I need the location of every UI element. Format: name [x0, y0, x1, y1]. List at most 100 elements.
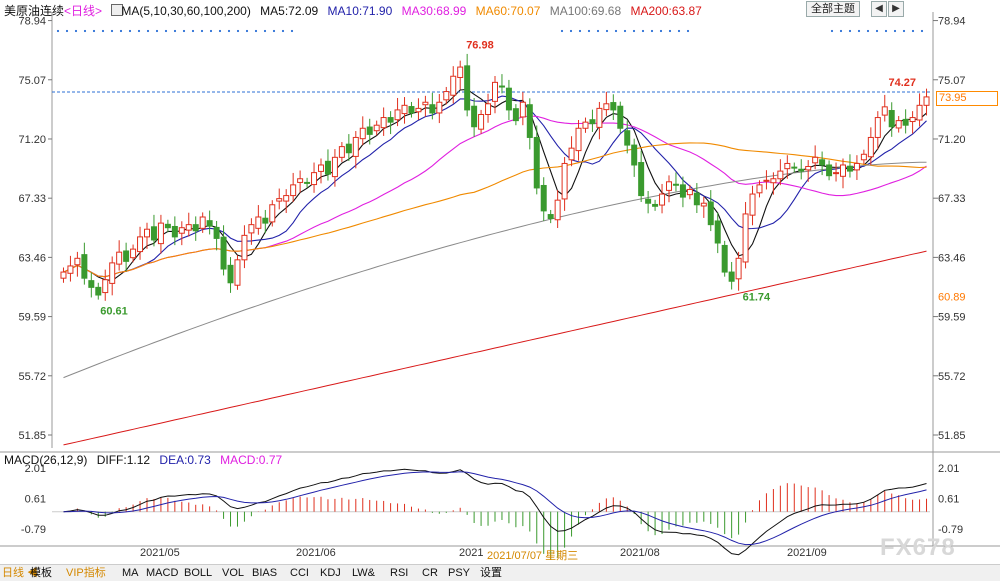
- macd-dea-line: [63, 471, 927, 546]
- macd-title: MACD(26,12,9): [4, 453, 88, 467]
- candle-body: [659, 193, 666, 206]
- candle-body: [311, 172, 318, 186]
- candle-body: [819, 159, 826, 166]
- tab-boll[interactable]: BOLL: [184, 567, 213, 579]
- watermark-logo: FX678: [880, 534, 956, 561]
- event-dot: [200, 29, 204, 33]
- price-label-right: 78.94: [938, 16, 966, 28]
- event-dot: [110, 29, 114, 33]
- candle-body: [283, 195, 290, 202]
- candle-body: [589, 119, 596, 125]
- candle-body: [554, 199, 561, 221]
- tab-cr[interactable]: CR: [422, 567, 438, 579]
- x-label-sep: 2021/09: [787, 547, 827, 559]
- candle-body: [331, 156, 338, 178]
- candle-body: [262, 217, 269, 224]
- tab-rsi[interactable]: RSI: [390, 567, 409, 579]
- event-dot: [902, 29, 906, 33]
- candle-body: [304, 181, 311, 184]
- candle-body: [380, 117, 387, 129]
- candle-body: [700, 202, 707, 207]
- candle-body: [826, 164, 833, 177]
- chart-grid: [0, 12, 1000, 547]
- candle-body: [777, 170, 784, 180]
- candle-body: [575, 127, 582, 152]
- event-dot: [227, 29, 231, 33]
- candle-body: [192, 224, 199, 232]
- event-dot: [272, 29, 276, 33]
- event-dot: [182, 29, 186, 33]
- tab-period[interactable]: 日线 ◀: [2, 567, 39, 579]
- ma-params: MA(5,10,30,60,100,200): [121, 4, 251, 18]
- candle-body: [366, 126, 373, 135]
- event-dot: [596, 29, 600, 33]
- candle-body: [721, 244, 728, 273]
- tab-ma[interactable]: MA: [122, 567, 139, 579]
- candle-body: [840, 164, 846, 177]
- candle-body: [860, 153, 867, 161]
- event-dot: [146, 29, 150, 33]
- event-dot: [641, 29, 645, 33]
- event-dot: [236, 29, 240, 33]
- ma200-tag: 60.89: [938, 292, 966, 304]
- tab-vol[interactable]: VOL: [222, 567, 245, 579]
- tab-vip[interactable]: VIP指标: [66, 567, 106, 579]
- event-dot: [839, 29, 843, 33]
- candle-body: [547, 214, 554, 220]
- tab-bias[interactable]: BIAS: [252, 567, 278, 579]
- tab-macd[interactable]: MACD: [146, 567, 179, 579]
- event-dot: [893, 29, 897, 33]
- candle-body: [498, 85, 505, 88]
- theme-select-button[interactable]: 全部主题: [806, 1, 860, 17]
- candle-body: [505, 87, 512, 111]
- nav-right-button[interactable]: ▶: [888, 1, 904, 17]
- candle-body: [276, 198, 283, 202]
- nav-left-button[interactable]: ◀: [871, 1, 887, 17]
- price-label-right: 75.07: [938, 75, 966, 87]
- candle-body: [373, 124, 380, 132]
- event-dot: [605, 29, 609, 33]
- candle-body: [631, 144, 638, 166]
- candle-body: [359, 127, 366, 140]
- candle-body: [471, 105, 478, 128]
- candle-body: [638, 162, 645, 197]
- candle-body: [220, 236, 227, 270]
- candle-body: [853, 162, 860, 171]
- candle-body: [478, 113, 485, 130]
- macd-diff: DIFF:1.12: [96, 453, 151, 467]
- candle-body: [791, 166, 798, 169]
- event-dot: [578, 29, 582, 33]
- ma-settings-icon[interactable]: [111, 4, 124, 16]
- candle-body: [102, 279, 109, 294]
- price-label-right: 59.59: [938, 312, 966, 324]
- event-dot: [263, 29, 267, 33]
- event-dot: [857, 29, 861, 33]
- period-label[interactable]: <日线>: [64, 4, 103, 18]
- price-label-left: 51.85: [18, 430, 46, 442]
- candle-body: [624, 130, 631, 146]
- event-dot: [83, 29, 87, 33]
- ma60-line: [63, 142, 927, 278]
- tab-psy[interactable]: PSY: [448, 567, 471, 579]
- ma200-line: [63, 250, 927, 446]
- candle-body: [74, 257, 81, 266]
- event-dot: [614, 29, 618, 33]
- candle-body: [185, 224, 192, 231]
- tab-kdj[interactable]: KDJ: [320, 567, 341, 579]
- tab-settings[interactable]: 设置: [480, 567, 502, 579]
- ma30-value: MA30:68.99: [401, 4, 467, 18]
- event-dot: [623, 29, 627, 33]
- tab-cci[interactable]: CCI: [290, 567, 309, 579]
- candle-body: [88, 280, 95, 288]
- last-price-tag: 73.95: [936, 91, 998, 106]
- candle-body: [394, 109, 401, 121]
- event-dot: [686, 29, 690, 33]
- candle-body: [164, 223, 171, 229]
- event-dot: [866, 29, 870, 33]
- tab-lw[interactable]: LW&: [352, 567, 376, 579]
- annotation-low-may: 60.61: [100, 305, 128, 317]
- price-label-right: 63.46: [938, 252, 966, 264]
- tab-template[interactable]: 模板: [30, 567, 52, 579]
- candle-body: [582, 121, 589, 129]
